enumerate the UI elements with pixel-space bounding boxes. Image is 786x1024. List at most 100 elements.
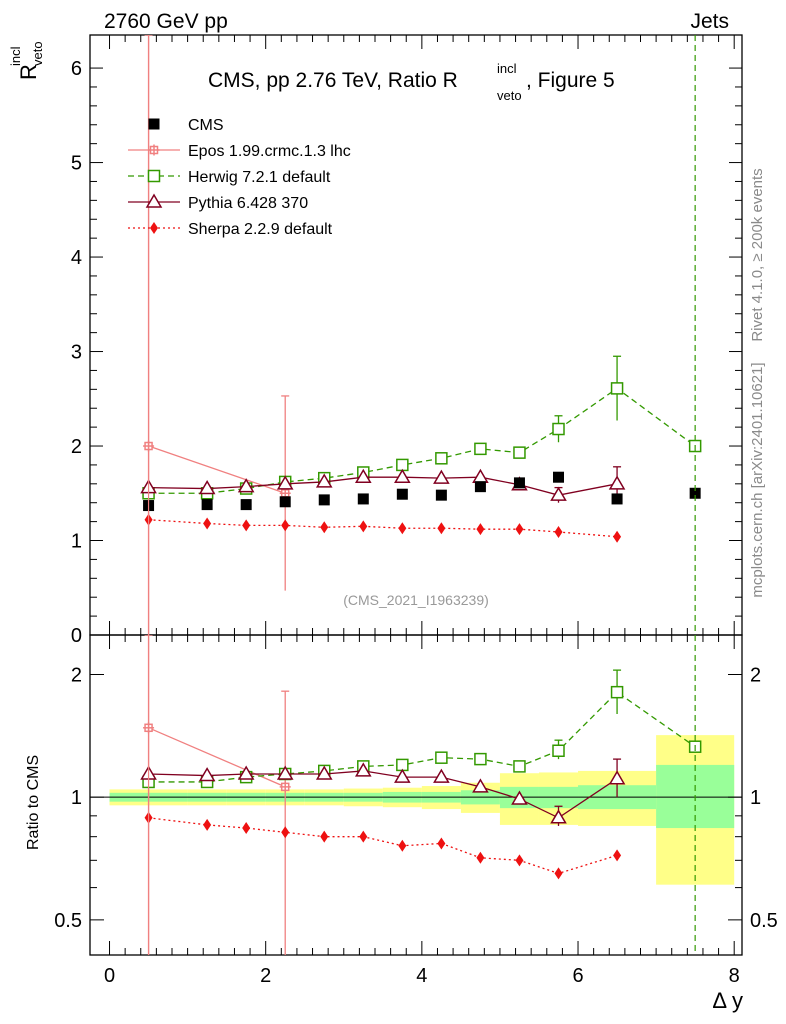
main-ytick-label: 4 bbox=[71, 247, 82, 269]
marker-cms bbox=[357, 493, 369, 505]
marker-pythia bbox=[198, 480, 216, 495]
title-tail: , Figure 5 bbox=[526, 69, 615, 92]
marker-sherpa bbox=[437, 837, 446, 850]
main-series-sherpa bbox=[144, 513, 622, 543]
legend-entry-pythia: Pythia 6.428 370 bbox=[128, 193, 308, 212]
xtick-label: 8 bbox=[729, 965, 740, 987]
marker-epos bbox=[148, 144, 160, 156]
marker-herwig bbox=[435, 751, 448, 764]
marker-herwig bbox=[552, 422, 565, 436]
marker-pythia bbox=[198, 767, 216, 782]
marker-sherpa bbox=[359, 830, 368, 843]
marker-sherpa bbox=[437, 522, 446, 535]
x-axis-label: Δ y bbox=[712, 988, 743, 1013]
marker-sherpa bbox=[515, 854, 524, 867]
marker-pythia bbox=[608, 475, 626, 490]
analysis-watermark: (CMS_2021_I1963239) bbox=[343, 592, 489, 608]
marker-sherpa bbox=[476, 523, 485, 536]
marker-cms bbox=[396, 488, 408, 500]
marker-pythia bbox=[433, 469, 450, 484]
marker-pythia bbox=[472, 778, 489, 793]
marker-herwig bbox=[474, 752, 487, 766]
legend-entry-epos: Epos 1.99.crmc.1.3 lhc bbox=[128, 143, 351, 160]
marker-epos bbox=[279, 781, 291, 793]
main-ytick-label: 1 bbox=[71, 531, 82, 553]
marker-herwig bbox=[552, 744, 565, 757]
marker-sherpa bbox=[554, 526, 563, 539]
marker-cms bbox=[240, 499, 252, 511]
marker-pythia bbox=[315, 473, 333, 488]
marker-herwig bbox=[513, 446, 526, 459]
xtick-label: 6 bbox=[572, 965, 583, 987]
marker-herwig bbox=[474, 442, 487, 456]
marker-sherpa bbox=[476, 851, 485, 864]
xtick-label: 0 bbox=[104, 965, 115, 987]
marker-pythia bbox=[472, 468, 489, 483]
ratio-series-pythia bbox=[140, 758, 626, 826]
legend-entry-sherpa: Sherpa 2.2.9 default bbox=[128, 221, 333, 238]
marker-pythia bbox=[433, 768, 450, 783]
axes: 0 1 2 3 4 5 6 0 2 4 6 8 0.5 0.5 1 1 2 2 bbox=[54, 34, 778, 987]
ratio-series-epos bbox=[143, 635, 291, 955]
marker-herwig bbox=[513, 760, 526, 773]
ratio-ytick-label: 2 bbox=[71, 664, 82, 686]
title-sup: incl bbox=[497, 61, 517, 76]
main-ytick-label: 5 bbox=[71, 153, 82, 175]
y-axis-label-main: R veto incl bbox=[8, 41, 45, 80]
ratio-bands bbox=[90, 735, 742, 885]
marker-pythia bbox=[237, 765, 255, 780]
legend-entry-herwig: Herwig 7.2.1 default bbox=[128, 169, 331, 186]
plot-title: CMS, pp 2.76 TeV, Ratio R incl veto , Fi… bbox=[208, 61, 615, 103]
marker-pythia bbox=[394, 468, 411, 483]
marker-sherpa bbox=[150, 222, 158, 234]
main-series-pythia bbox=[140, 466, 626, 503]
xtick-label: 2 bbox=[260, 965, 271, 987]
marker-sherpa bbox=[359, 520, 368, 533]
marker-cms bbox=[435, 489, 447, 501]
marker-sherpa bbox=[242, 822, 251, 835]
y-label-sub: veto bbox=[30, 41, 45, 66]
ratio-line-epos bbox=[148, 727, 286, 788]
title-sub: veto bbox=[497, 88, 522, 103]
marker-sherpa bbox=[320, 521, 329, 534]
marker-sherpa bbox=[242, 519, 251, 532]
rivet-label: Rivet 4.1.0, ≥ 200k events bbox=[749, 168, 766, 341]
ratio-ytick-label-right: 1 bbox=[750, 787, 761, 809]
marker-pythia bbox=[550, 809, 567, 824]
marker-herwig bbox=[610, 685, 624, 699]
legend-label-sherpa: Sherpa 2.2.9 default bbox=[188, 221, 333, 238]
main-line-epos bbox=[148, 445, 286, 494]
marker-sherpa bbox=[613, 849, 622, 862]
ratio-ytick-label: 0.5 bbox=[54, 910, 82, 932]
ratio-ytick-label: 1 bbox=[71, 787, 82, 809]
ratio-ytick-label-right: 0.5 bbox=[750, 910, 778, 932]
legend-label-herwig: Herwig 7.2.1 default bbox=[188, 169, 331, 186]
marker-cms bbox=[201, 499, 213, 511]
main-ytick-label: 2 bbox=[71, 436, 82, 458]
marker-cms bbox=[474, 481, 486, 493]
legend-label-epos: Epos 1.99.crmc.1.3 lhc bbox=[188, 143, 351, 160]
marker-cms bbox=[513, 477, 525, 489]
legend-label-pythia: Pythia 6.428 370 bbox=[188, 195, 308, 212]
marker-cms bbox=[611, 493, 623, 505]
marker-pythia bbox=[511, 790, 528, 805]
marker-pythia bbox=[276, 765, 294, 780]
marker-cms bbox=[148, 118, 160, 130]
marker-pythia bbox=[608, 770, 626, 785]
marker-sherpa bbox=[281, 826, 290, 839]
main-line-sherpa bbox=[148, 519, 618, 538]
header-left: 2760 GeV pp bbox=[104, 10, 228, 33]
marker-herwig bbox=[435, 452, 448, 465]
title-main: CMS, pp 2.76 TeV, Ratio R bbox=[208, 69, 458, 92]
marker-sherpa bbox=[203, 517, 212, 530]
marker-pythia bbox=[354, 468, 372, 483]
ratio-line-sherpa bbox=[148, 817, 618, 875]
ratio-line-herwig bbox=[148, 691, 696, 783]
y-label-base: R bbox=[16, 64, 41, 80]
marker-pythia bbox=[145, 193, 163, 208]
marker-sherpa bbox=[554, 867, 563, 880]
legend-label-cms: CMS bbox=[188, 117, 224, 134]
marker-sherpa bbox=[515, 523, 524, 536]
header-right: Jets bbox=[690, 10, 729, 33]
